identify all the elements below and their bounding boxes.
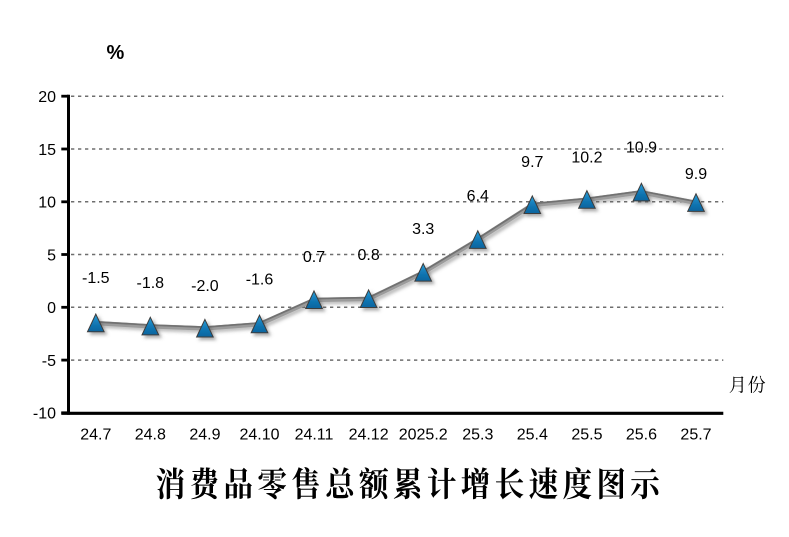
svg-text:24.12: 24.12 xyxy=(349,426,389,443)
svg-text:20: 20 xyxy=(38,89,56,106)
svg-text:0: 0 xyxy=(47,300,56,317)
svg-text:24.10: 24.10 xyxy=(239,426,279,443)
svg-text:15: 15 xyxy=(38,142,56,159)
svg-text:-1.5: -1.5 xyxy=(82,270,110,287)
svg-text:24.8: 24.8 xyxy=(135,426,166,443)
svg-text:24.7: 24.7 xyxy=(80,426,111,443)
svg-text:-1.6: -1.6 xyxy=(246,272,274,289)
svg-text:-10: -10 xyxy=(33,406,56,423)
svg-text:10: 10 xyxy=(38,195,56,212)
svg-text:25.3: 25.3 xyxy=(462,426,493,443)
svg-text:25.6: 25.6 xyxy=(626,426,657,443)
svg-text:9.9: 9.9 xyxy=(685,166,707,183)
svg-text:-1.8: -1.8 xyxy=(137,275,165,292)
svg-text:5: 5 xyxy=(47,247,56,264)
svg-text:24.9: 24.9 xyxy=(189,426,220,443)
svg-text:25.5: 25.5 xyxy=(571,426,602,443)
svg-text:0.7: 0.7 xyxy=(303,249,325,266)
svg-text:-5: -5 xyxy=(42,353,56,370)
svg-text:3.3: 3.3 xyxy=(412,221,434,238)
svg-text:24.11: 24.11 xyxy=(295,426,334,443)
svg-text:%: % xyxy=(107,42,125,64)
svg-text:25.7: 25.7 xyxy=(680,426,711,443)
svg-text:10.2: 10.2 xyxy=(571,150,602,167)
svg-text:6.4: 6.4 xyxy=(467,188,489,205)
svg-text:-2.0: -2.0 xyxy=(191,278,219,295)
svg-text:9.7: 9.7 xyxy=(521,154,543,171)
svg-text:2025.2: 2025.2 xyxy=(399,426,448,443)
svg-text:10.9: 10.9 xyxy=(626,139,657,156)
svg-text:25.4: 25.4 xyxy=(517,426,548,443)
svg-text:0.8: 0.8 xyxy=(357,247,379,264)
